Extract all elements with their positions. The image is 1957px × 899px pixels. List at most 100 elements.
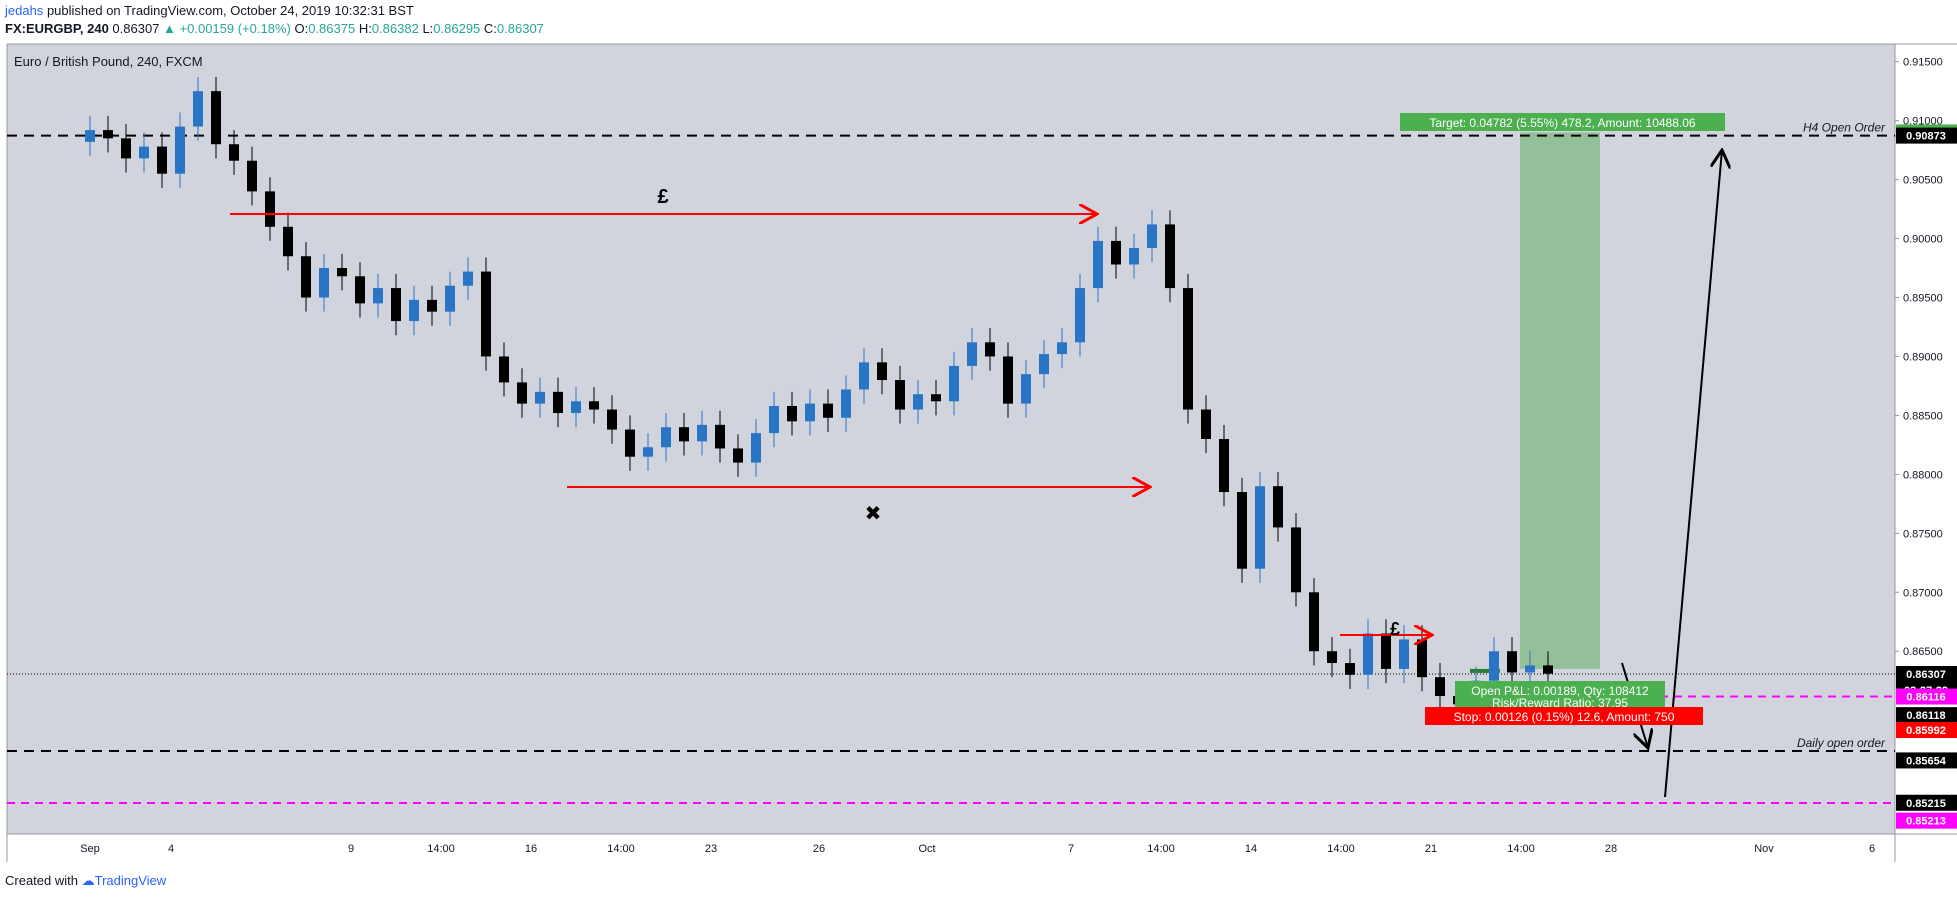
symbol-label: FX:EURGBP, 240 bbox=[5, 21, 109, 36]
candle-body bbox=[1183, 288, 1193, 410]
x-tick-label: 14:00 bbox=[1327, 843, 1355, 855]
candle-body bbox=[139, 146, 149, 159]
pound-symbol-bottom: £ bbox=[1390, 619, 1400, 639]
y-axis-ticks: 0.915000.910000.905000.900000.895000.890… bbox=[1895, 57, 1943, 658]
magenta-upper-tag-text: 0.86116 bbox=[1906, 692, 1945, 704]
candle-body bbox=[931, 394, 941, 402]
target-label-text: Target: 0.04782 (5.55%) 478.2, Amount: 1… bbox=[1429, 116, 1696, 130]
x-tick-label: Sep bbox=[80, 843, 100, 855]
candle-body bbox=[1399, 639, 1409, 669]
candle-body bbox=[265, 191, 275, 227]
y-tick-label: 0.89000 bbox=[1903, 351, 1943, 363]
h4-price-tag-box bbox=[1896, 127, 1957, 144]
publish-header: jedahs published on TradingView.com, Oct… bbox=[5, 2, 414, 20]
candle-body bbox=[337, 268, 347, 277]
candle-body bbox=[985, 342, 995, 357]
candle-body bbox=[787, 405, 797, 422]
high-value: 0.86382 bbox=[371, 21, 419, 36]
y-tick-label: 0.88000 bbox=[1903, 469, 1943, 481]
created-with-label: Created with bbox=[5, 873, 78, 888]
candle-body bbox=[1003, 356, 1013, 404]
candle-body bbox=[1075, 288, 1085, 343]
target-label-box bbox=[1400, 113, 1725, 131]
risk-reward-text: Risk/Reward Ratio: 37.95 bbox=[1492, 696, 1628, 710]
x-tick-label: 28 bbox=[1605, 843, 1617, 855]
candle-body bbox=[553, 391, 563, 414]
current-price-tag-text: 0.86307 bbox=[1906, 669, 1946, 681]
x-tick-label: 14:00 bbox=[1507, 843, 1535, 855]
candle-body bbox=[193, 91, 203, 127]
candle-body bbox=[445, 285, 455, 312]
stop-label-box bbox=[1425, 707, 1703, 725]
entry-price-tag-box bbox=[1896, 707, 1957, 724]
candle-body bbox=[1327, 651, 1337, 664]
x-tick-label: 9 bbox=[348, 843, 354, 855]
h4-open-order-label: H4 Open Order bbox=[1803, 121, 1886, 135]
x-axis-ticks: Sep 4 9 14:00 16 14:00 23 26 Oct 7 14:00 14 14:00 21 1… bbox=[80, 843, 1875, 855]
candle-body bbox=[481, 271, 491, 357]
y-tick-label: 0.87500 bbox=[1903, 528, 1943, 540]
candle-body bbox=[85, 130, 95, 142]
candle-body bbox=[499, 356, 509, 383]
low-value: 0.86295 bbox=[433, 21, 481, 36]
close-value: 0.86307 bbox=[496, 21, 544, 36]
candle-body bbox=[589, 401, 599, 410]
low-label: L: bbox=[422, 21, 434, 36]
candle-body bbox=[751, 433, 761, 463]
candle-body bbox=[913, 394, 923, 410]
candle-body bbox=[175, 126, 185, 174]
magenta-lower-tag-text: 0.85213 bbox=[1906, 816, 1946, 828]
candle-body bbox=[247, 160, 257, 192]
candle-body bbox=[1021, 374, 1031, 404]
position-labels: Target: 0.04782 (5.55%) 478.2, Amount: 1… bbox=[1400, 113, 1725, 725]
open-value: 0.86375 bbox=[308, 21, 356, 36]
candle-body bbox=[679, 427, 689, 442]
candle-body bbox=[1237, 492, 1247, 569]
candlestick-series bbox=[85, 77, 1553, 719]
candle-body bbox=[643, 447, 653, 457]
x-tick-label: 14:00 bbox=[427, 843, 455, 855]
candle-body bbox=[697, 424, 707, 442]
candle-body bbox=[877, 362, 887, 381]
stop-price-tag-text: 0.85992 bbox=[1906, 725, 1946, 737]
tradingview-logo-icon: ☁ bbox=[81, 873, 95, 888]
x-tick-label: 23 bbox=[705, 843, 717, 855]
daily-open-order-label: Daily open order bbox=[1797, 736, 1886, 750]
candle-body bbox=[1147, 224, 1157, 248]
current-price-tag-box bbox=[1896, 665, 1957, 682]
candle-body bbox=[1435, 677, 1445, 697]
candle-body bbox=[1039, 354, 1049, 375]
candle-body bbox=[1273, 486, 1283, 528]
candle-body bbox=[895, 380, 905, 410]
candle-body bbox=[1093, 240, 1103, 289]
y-tick-label: 0.91500 bbox=[1903, 57, 1943, 69]
horizontal-lines: H4 Open Order Daily open order bbox=[7, 121, 1895, 804]
price-tags: 0.909000.908730.8630703:27:290.861160.86… bbox=[1896, 124, 1957, 829]
candle-body bbox=[157, 146, 167, 174]
candle-body bbox=[1129, 247, 1139, 265]
candle-body bbox=[409, 299, 419, 322]
y-tick-label: 0.90500 bbox=[1903, 175, 1943, 187]
tradingview-brand[interactable]: TradingView bbox=[94, 873, 167, 888]
candle-body bbox=[229, 144, 239, 161]
author-link[interactable]: jedahs bbox=[5, 3, 44, 18]
candle-body bbox=[355, 276, 365, 304]
entry-marker bbox=[1470, 668, 1500, 673]
x-tick-label: 6 bbox=[1869, 843, 1875, 855]
candle-body bbox=[1165, 224, 1175, 289]
candle-body bbox=[949, 365, 959, 402]
up-projection-arrow bbox=[1664, 150, 1722, 798]
candle-body bbox=[733, 448, 743, 463]
candle-body bbox=[967, 342, 977, 366]
candle-body bbox=[1363, 633, 1373, 675]
candle-body bbox=[319, 268, 329, 298]
quote-bar: FX:EURGBP, 240 0.86307 ▲ +0.00159 (+0.18… bbox=[5, 20, 544, 38]
publish-info: published on TradingView.com, October 24… bbox=[46, 3, 414, 18]
candle-body bbox=[625, 429, 635, 457]
pnl-box bbox=[1455, 681, 1665, 709]
chart-drawings: £ ✖ £ bbox=[230, 150, 1722, 798]
open-label: O: bbox=[294, 21, 309, 36]
y-tick-label: 0.86500 bbox=[1903, 646, 1943, 658]
candle-body bbox=[607, 409, 617, 430]
